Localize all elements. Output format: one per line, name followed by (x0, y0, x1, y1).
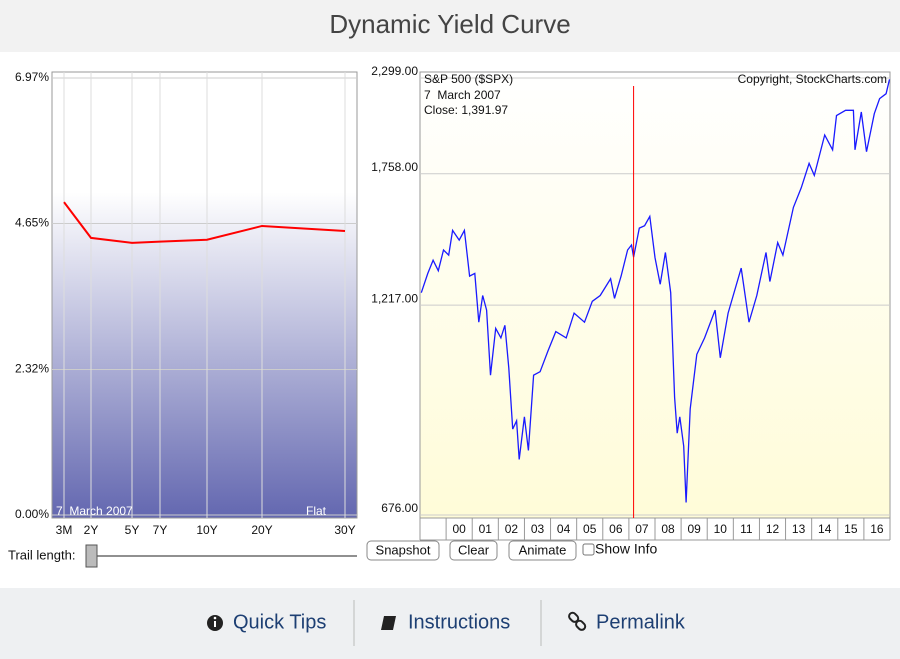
button[interactable]: Animate (508, 540, 577, 561)
close-label: Close: 1,391.97 (424, 103, 508, 117)
trail-label: Trail length: (8, 547, 75, 562)
y-tick-label: 4.65% (15, 216, 49, 230)
checkbox-label: Show Info (595, 541, 657, 557)
x-tick-label: 06 (609, 522, 623, 536)
x-tick-label: 05 (583, 522, 597, 536)
x-tick-label: 08 (661, 522, 675, 536)
x-tick-label: 20Y (251, 523, 272, 537)
permalink-link[interactable]: Permalink (568, 611, 686, 633)
yield-line (63, 201, 346, 244)
show-info-checkbox[interactable]: Show Info (582, 541, 657, 557)
button-label: Clear (458, 542, 490, 557)
info-icon-dot (213, 616, 217, 620)
plot-area (419, 71, 891, 519)
x-tick-label: 10 (714, 522, 728, 536)
x-tick-label: 2Y (84, 523, 99, 537)
button-frame (508, 540, 577, 561)
y-tick-label: 2,299.00 (371, 64, 418, 78)
instructions-link[interactable]: Instructions (381, 611, 510, 633)
header-bar (0, 0, 900, 52)
x-tick-label: 01 (479, 522, 493, 536)
link-text: Quick Tips (233, 611, 326, 633)
y-tick-label: 1,217.00 (371, 291, 418, 305)
x-tick-label: 3M (56, 523, 73, 537)
x-tick-label: 5Y (125, 523, 140, 537)
info-icon-bar (214, 621, 216, 627)
y-tick-label: 676.00 (381, 501, 418, 515)
y-tick-label: 0.00% (15, 507, 49, 521)
footer-bar (0, 588, 900, 659)
x-tick-label: 00 (452, 522, 466, 536)
copyright: Copyright, StockCharts.com (738, 72, 887, 86)
y-tick-label: 2.32% (15, 362, 49, 376)
x-tick-label: 10Y (196, 523, 217, 537)
price-line (420, 79, 891, 503)
plot-area (51, 71, 358, 519)
slider-thumb[interactable] (85, 544, 98, 568)
x-tick-label: 04 (557, 522, 571, 536)
x-tick-label: 13 (792, 522, 806, 536)
x-tick-label: 07 (635, 522, 649, 536)
x-tick-label: 11 (740, 522, 753, 536)
y-tick-label: 6.97% (15, 70, 49, 84)
x-tick-label: 02 (505, 522, 519, 536)
x-tick-label: 15 (844, 522, 858, 536)
book-icon (381, 616, 396, 630)
x-tick-label: 03 (531, 522, 545, 536)
date-label: 7 March 2007 (424, 88, 501, 102)
link-text: Instructions (408, 611, 510, 633)
y-tick-label: 1,758.00 (371, 160, 418, 174)
button-label: Animate (519, 542, 567, 557)
link-text: Permalink (596, 611, 686, 633)
checkbox-box (582, 543, 595, 556)
quick-tips-link[interactable]: Quick Tips (207, 611, 326, 633)
page-title: Dynamic Yield Curve (329, 9, 570, 39)
x-tick-label: 09 (687, 522, 701, 536)
chart-title: S&P 500 ($SPX) (424, 72, 513, 86)
x-tick-label: 30Y (334, 523, 355, 537)
shape-label: Flat (306, 504, 327, 518)
x-tick-label: 7Y (153, 523, 168, 537)
button[interactable]: Clear (449, 540, 498, 561)
link-icon (575, 619, 587, 631)
x-tick-label: 16 (870, 522, 884, 536)
x-tick-label: 14 (818, 522, 832, 536)
button-frame (366, 540, 440, 561)
button-frame (449, 540, 498, 561)
button[interactable]: Snapshot (366, 540, 440, 561)
button-label: Snapshot (376, 542, 431, 557)
x-tick-label: 12 (766, 522, 780, 536)
date-label: 7 March 2007 (56, 504, 133, 518)
